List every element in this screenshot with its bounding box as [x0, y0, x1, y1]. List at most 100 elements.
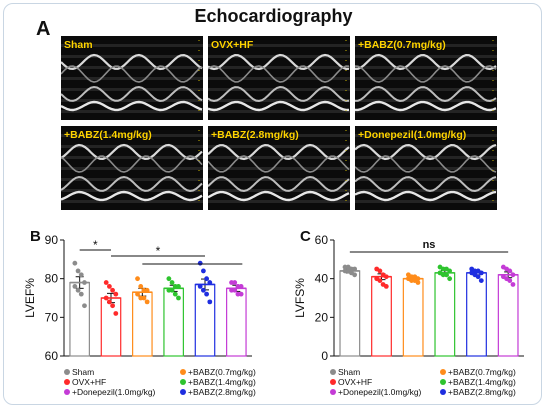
echo-wall-trace — [355, 155, 497, 173]
echo-band — [61, 55, 203, 58]
echo-wall-trace — [355, 85, 497, 103]
legend-item: +BABZ(0.7mg/kg) — [440, 367, 516, 377]
data-point — [510, 282, 516, 287]
legend-item: +BABZ(1.4mg/kg) — [180, 377, 256, 387]
bar-BABZ0.7 — [402, 278, 424, 357]
chart-lvef-svg: 60 70 80 90 LVEF% * * — [23, 233, 252, 363]
data-point — [72, 284, 78, 289]
echo-band — [208, 55, 350, 58]
y-tick-label: 0 — [321, 349, 328, 363]
legend-dot — [180, 369, 186, 375]
echo-band — [61, 99, 203, 102]
legend-dot — [64, 389, 70, 395]
legend-c: Sham OVX+HF +Donepezil(1.0mg/kg) +BABZ(0… — [330, 367, 542, 403]
echo-band — [208, 66, 350, 69]
echo-image-ovx: OVX+HF — [208, 36, 350, 120]
data-point — [352, 266, 358, 272]
y-axis-title: LVEF% — [23, 278, 37, 318]
legend-item: +Donepezil(1.0mg/kg) — [330, 387, 421, 397]
echo-wall-trace — [61, 143, 203, 161]
panel-a-letter: A — [36, 18, 51, 40]
echo-band — [208, 178, 350, 181]
legend-item: OVX+HF — [64, 377, 106, 387]
legend-dot — [64, 369, 70, 375]
data-point — [113, 311, 119, 316]
echo-band — [355, 99, 497, 102]
significance-label: * — [93, 238, 98, 252]
legend-item: +Donepezil(1.0mg/kg) — [64, 387, 155, 397]
echo-wall-trace — [61, 175, 203, 193]
echo-band — [61, 167, 203, 170]
data-point — [507, 278, 513, 283]
echo-wall-trace — [208, 143, 350, 161]
data-point — [144, 287, 150, 293]
data-point — [169, 280, 175, 285]
echo-band — [61, 44, 203, 47]
echo-trace-graphic — [208, 40, 350, 116]
data-point — [172, 291, 178, 297]
data-point — [113, 291, 119, 297]
bar-BABZ2.8 — [466, 272, 487, 357]
legend-label: +BABZ(2.8mg/kg) — [188, 387, 256, 397]
echo-label-babz-07: +BABZ(0.7mg/kg) — [358, 39, 446, 51]
echo-band — [61, 110, 203, 113]
data-point — [110, 287, 115, 293]
echo-band — [355, 88, 497, 91]
echo-band — [208, 44, 350, 47]
data-point — [78, 272, 84, 278]
bar-Sham — [339, 270, 361, 357]
echo-wall-trace — [61, 85, 203, 103]
y-tick-label: 90 — [45, 233, 59, 247]
echo-wall-trace — [61, 190, 203, 202]
echo-wall-trace — [208, 53, 350, 71]
echo-label-sham: Sham — [64, 39, 93, 51]
panel-b-letter: B — [30, 228, 41, 245]
data-point — [475, 274, 481, 280]
echo-trace-graphic — [61, 130, 203, 206]
legend-label: +BABZ(1.4mg/kg) — [448, 377, 516, 387]
significance-label: ns — [423, 239, 436, 251]
echo-trace-graphic — [208, 130, 350, 206]
echo-label-babz-28: +BABZ(2.8mg/kg) — [211, 129, 299, 141]
echo-band — [208, 200, 350, 203]
data-point — [204, 276, 210, 282]
legend-b: Sham OVX+HF +Donepezil(1.0mg/kg) +BABZ(0… — [64, 367, 294, 403]
data-point — [207, 280, 213, 285]
legend-dot — [330, 379, 336, 385]
legend-dot — [440, 389, 446, 395]
data-point — [507, 268, 513, 274]
legend-item: +BABZ(1.4mg/kg) — [440, 377, 516, 387]
legend-item: +BABZ(0.7mg/kg) — [180, 367, 256, 377]
legend-label: +Donepezil(1.0mg/kg) — [338, 387, 422, 397]
data-point — [103, 280, 109, 285]
echo-band — [355, 66, 497, 69]
data-point — [169, 287, 175, 293]
echo-trace-graphic — [61, 40, 203, 116]
echo-wall-trace — [208, 85, 350, 103]
data-point — [107, 284, 112, 289]
data-point — [110, 303, 115, 309]
data-point — [144, 299, 150, 305]
legend-item: OVX+HF — [330, 377, 372, 387]
y-tick-label: 40 — [315, 272, 329, 286]
legend-dot — [440, 379, 446, 385]
data-point — [135, 276, 140, 282]
data-point — [75, 268, 81, 274]
echo-wall-trace — [208, 65, 350, 83]
echo-wall-trace — [208, 190, 350, 202]
echo-band — [61, 200, 203, 203]
echo-trace-graphic — [355, 130, 497, 206]
legend-label: +BABZ(1.4mg/kg) — [188, 377, 256, 387]
data-point — [82, 280, 87, 285]
echo-wall-trace — [61, 100, 203, 112]
data-point — [197, 284, 203, 289]
legend-item: Sham — [330, 367, 360, 377]
echo-band — [355, 167, 497, 170]
bar-BABZ1.4 — [434, 272, 456, 357]
echo-band — [61, 145, 203, 148]
legend-label: +Donepezil(1.0mg/kg) — [72, 387, 156, 397]
echo-band — [61, 66, 203, 69]
legend-item: +BABZ(2.8mg/kg) — [440, 387, 516, 397]
echo-band — [355, 77, 497, 80]
echo-image-sham: Sham — [61, 36, 203, 120]
